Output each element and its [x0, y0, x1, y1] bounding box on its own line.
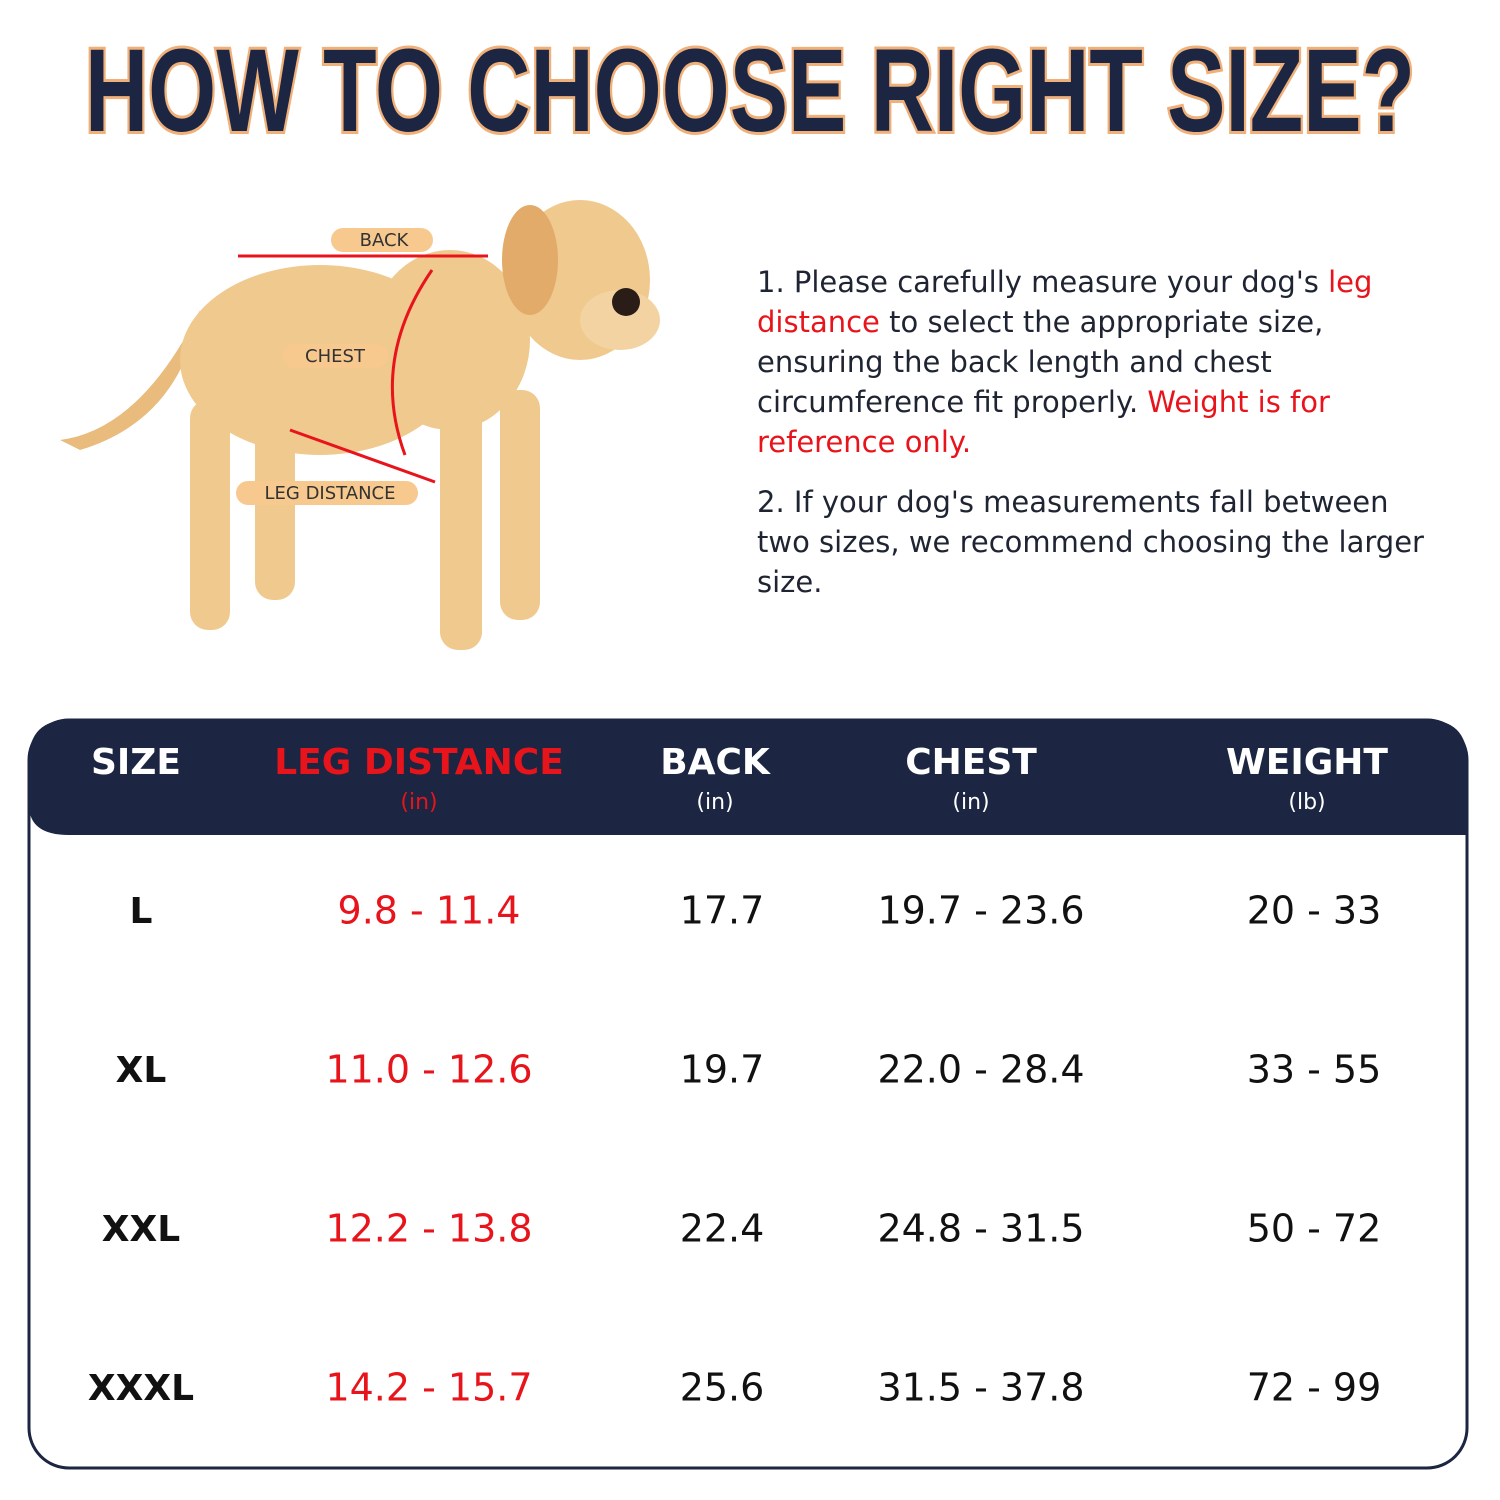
table-cell: 24.8 - 31.5	[877, 1207, 1084, 1251]
table-cell: 11.0 - 12.6	[325, 1048, 532, 1092]
label-pill	[236, 481, 418, 505]
table-cell: 22.0 - 28.4	[877, 1048, 1084, 1092]
table-cell: 72 - 99	[1247, 1366, 1382, 1410]
column-header: LEG DISTANCE	[274, 742, 564, 783]
table-cell: 19.7 - 23.6	[877, 889, 1084, 933]
column-unit: (in)	[696, 790, 733, 815]
column-unit: (in)	[952, 790, 989, 815]
instruction-text: Weight is for reference only.	[757, 385, 1330, 459]
column-header: BACK	[660, 742, 771, 783]
column-header: SIZE	[91, 742, 181, 783]
instruction-text: to select the appropriate size, ensuring…	[757, 305, 1324, 419]
measure-arrows	[238, 254, 488, 484]
column-header: CHEST	[905, 742, 1037, 783]
dog-illustration	[60, 200, 660, 650]
instruction: 1. Please carefully measure your dog's l…	[757, 262, 1447, 462]
instruction-text: 2. If your dog's measurements fall betwe…	[757, 485, 1424, 599]
label-pill	[331, 228, 433, 252]
table-cell: 33 - 55	[1247, 1048, 1382, 1092]
title: HOW TO CHOOSE RIGHT SIZE?	[85, 25, 1415, 157]
column-unit: (lb)	[1288, 790, 1325, 815]
instruction: 2. If your dog's measurements fall betwe…	[757, 482, 1447, 602]
column-unit: (in)	[400, 790, 437, 815]
instructions: 1. Please carefully measure your dog's l…	[757, 262, 1447, 622]
table-cell: 22.4	[680, 1207, 765, 1251]
table-cell: 19.7	[680, 1048, 765, 1092]
table-cell: 14.2 - 15.7	[325, 1366, 532, 1410]
table-cell: 9.8 - 11.4	[338, 889, 521, 933]
table-cell: 20 - 33	[1247, 889, 1382, 933]
label-pill	[282, 344, 388, 368]
table-cell: 17.7	[680, 889, 765, 933]
table-cell: XXXL	[88, 1368, 194, 1409]
column-header: WEIGHT	[1226, 742, 1388, 783]
diagram-label: BACK	[360, 230, 410, 251]
table-cell: 12.2 - 13.8	[325, 1207, 532, 1251]
instruction-text: leg distance	[757, 265, 1373, 339]
table-cell: XL	[116, 1050, 167, 1091]
table-header-band	[29, 720, 1467, 835]
table-cell: XXL	[102, 1209, 180, 1250]
diagram-label: CHEST	[305, 346, 366, 367]
table-cell: L	[130, 891, 153, 932]
table-cell: 25.6	[680, 1366, 765, 1410]
diagram-label: LEG DISTANCE	[265, 483, 396, 504]
instruction-text: 1. Please carefully measure your dog's	[757, 265, 1329, 299]
table-cell: 31.5 - 37.8	[877, 1366, 1084, 1410]
table-cell: 50 - 72	[1247, 1207, 1382, 1251]
